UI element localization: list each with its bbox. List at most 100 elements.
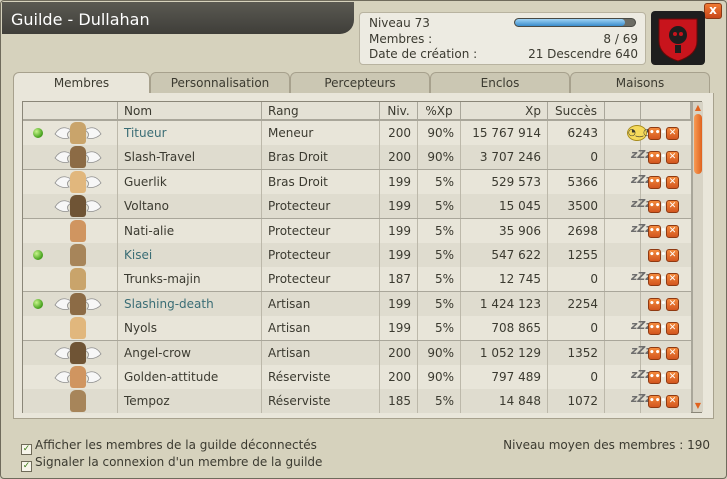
tab-maisons[interactable]: Maisons <box>570 72 710 94</box>
character-avatar <box>70 292 86 315</box>
kick-member-icon[interactable]: ✕ <box>666 346 679 360</box>
kick-member-icon[interactable]: ✕ <box>666 395 679 409</box>
more-options-icon[interactable]: ••• <box>648 346 667 360</box>
kick-member-icon[interactable]: ✕ <box>666 371 679 384</box>
member-name[interactable]: Nati-alie <box>118 218 262 243</box>
table-row[interactable]: Slash-Travel Bras Droit 200 90% 3 707 246 0 zZ… <box>23 145 691 170</box>
more-options-icon[interactable]: ••• <box>648 371 667 384</box>
kick-member-icon[interactable]: ✕ <box>666 127 679 140</box>
member-xp: 35 906 <box>461 218 548 243</box>
checkbox-checked-icon[interactable]: ✓ <box>21 444 32 455</box>
kick-member-icon[interactable]: ✕ <box>666 297 679 311</box>
table-row[interactable]: Voltano Protecteur 199 5% 15 045 3500 zZz ••• ✕ <box>23 194 691 219</box>
member-rank: Protecteur <box>262 267 380 292</box>
table-row[interactable]: Titueur Meneur 200 90% 15 767 914 6243 ◔‿◔ ••• ✕ <box>23 121 691 145</box>
more-options-icon[interactable]: ••• <box>648 273 667 287</box>
member-name[interactable]: Slashing-death <box>118 291 262 316</box>
member-name[interactable]: Slash-Travel <box>118 145 262 170</box>
member-level: 199 <box>380 194 418 219</box>
header-niv[interactable]: Niv. <box>380 102 418 120</box>
member-name[interactable]: Angel-crow <box>118 340 262 365</box>
header-rang[interactable]: Rang <box>262 102 380 120</box>
header-nom[interactable]: Nom <box>118 102 262 120</box>
tab-membres[interactable]: Membres <box>13 72 150 95</box>
more-options-icon[interactable]: ••• <box>648 395 667 409</box>
table-row[interactable]: Golden-attitude Réserviste 200 90% 797 489 0 z… <box>23 365 691 389</box>
status-cell <box>605 267 641 292</box>
avatar-cell <box>23 169 118 194</box>
avatar-cell <box>23 389 118 414</box>
wings-icon <box>54 298 102 310</box>
member-name[interactable]: Kisei <box>118 243 262 267</box>
header-pxp[interactable]: %Xp <box>418 102 461 120</box>
scroll-down-icon[interactable]: ▼ <box>694 401 702 410</box>
member-level: 187 <box>380 267 418 292</box>
member-name[interactable]: Titueur <box>118 121 262 145</box>
member-level: 200 <box>380 365 418 389</box>
kick-member-icon[interactable]: ✕ <box>666 200 679 214</box>
member-name[interactable]: Voltano <box>118 194 262 219</box>
more-options-icon[interactable]: ••• <box>648 224 667 238</box>
kick-member-icon[interactable]: ✕ <box>666 249 679 262</box>
table-row[interactable]: Slashing-death Artisan 199 5% 1 424 123 2254 •… <box>23 291 691 316</box>
member-level: 199 <box>380 291 418 316</box>
tab-percepteurs[interactable]: Percepteurs <box>290 72 430 94</box>
member-name[interactable]: Guerlik <box>118 169 262 194</box>
tab-enclos[interactable]: Enclos <box>430 72 570 94</box>
checkbox-checked-icon[interactable]: ✓ <box>21 461 32 472</box>
table-row[interactable]: Tempoz Réserviste 185 5% 14 848 1072 zZz ••• ✕ <box>23 389 691 414</box>
table-row[interactable]: Angel-crow Artisan 200 90% 1 052 129 1352 zZz •… <box>23 340 691 365</box>
table-row[interactable]: Kisei Protecteur 199 5% 547 622 1255 ••• ✕ <box>23 243 691 267</box>
kick-member-icon[interactable]: ✕ <box>666 273 679 287</box>
title-bar[interactable]: Guilde - Dullahan <box>2 2 354 34</box>
kick-member-icon[interactable]: ✕ <box>666 224 679 238</box>
member-name[interactable]: Nyols <box>118 316 262 341</box>
creation-date-value: 21 Descendre 640 <box>528 47 638 61</box>
table-row[interactable]: Guerlik Bras Droit 199 5% 529 573 5366 zZz ••• ✕ <box>23 169 691 194</box>
member-xp: 15 767 914 <box>461 121 548 145</box>
sleeping-status-icon: zZz <box>631 221 652 235</box>
member-xp-percent: 5% <box>418 316 461 341</box>
member-xp: 1 052 129 <box>461 340 548 365</box>
table-row[interactable]: Nati-alie Protecteur 199 5% 35 906 2698 zZz •••… <box>23 218 691 243</box>
member-name[interactable]: Golden-attitude <box>118 365 262 389</box>
character-avatar <box>70 244 86 266</box>
window-title: Guilde - Dullahan <box>11 10 150 29</box>
sleeping-status-icon: zZz <box>631 343 652 357</box>
header-xp[interactable]: Xp <box>461 102 548 120</box>
member-level: 199 <box>380 218 418 243</box>
more-options-icon[interactable]: ••• <box>648 151 667 165</box>
avatar-cell <box>23 145 118 170</box>
kick-member-icon[interactable]: ✕ <box>666 151 679 165</box>
member-name[interactable]: Trunks-majin <box>118 267 262 292</box>
avatar-cell <box>23 218 118 243</box>
more-options-icon[interactable]: ••• <box>648 200 667 214</box>
more-options-icon[interactable]: ••• <box>648 127 667 140</box>
table-row[interactable]: Nyols Artisan 199 5% 708 865 0 zZz ••• ✕ <box>23 316 691 341</box>
header-succes[interactable]: Succès <box>548 102 605 120</box>
sleeping-status-icon: zZz <box>631 197 652 211</box>
more-options-icon[interactable]: ••• <box>648 249 667 262</box>
tab-personnalisation[interactable]: Personnalisation <box>150 72 290 94</box>
table-row[interactable]: Trunks-majin Protecteur 187 5% 12 745 0 zZz •••… <box>23 267 691 292</box>
member-name[interactable]: Tempoz <box>118 389 262 414</box>
more-options-icon[interactable]: ••• <box>648 297 667 311</box>
sleeping-status-icon: zZz <box>631 270 652 284</box>
notify-connection-option[interactable]: ✓ Signaler la connexion d'un membre de la… <box>21 455 322 472</box>
scroll-up-icon[interactable]: ▲ <box>694 103 702 112</box>
kick-member-icon[interactable]: ✕ <box>666 175 679 189</box>
kick-member-icon[interactable]: ✕ <box>666 322 679 336</box>
sleeping-status-icon: zZz <box>631 392 652 406</box>
scroll-thumb[interactable] <box>694 114 702 174</box>
more-options-icon[interactable]: ••• <box>648 322 667 336</box>
character-avatar <box>70 341 86 364</box>
wings-icon <box>54 176 102 188</box>
member-succes: 2254 <box>548 291 605 316</box>
scrollbar[interactable]: ▲ ▼ <box>693 102 703 412</box>
show-offline-option[interactable]: ✓ Afficher les membres de la guilde décon… <box>21 438 317 455</box>
close-button[interactable]: x <box>704 3 722 19</box>
avatar-cell <box>23 340 118 365</box>
more-options-icon[interactable]: ••• <box>648 175 667 189</box>
header-avatar <box>23 102 118 120</box>
members-value: 8 / 69 <box>603 32 638 46</box>
